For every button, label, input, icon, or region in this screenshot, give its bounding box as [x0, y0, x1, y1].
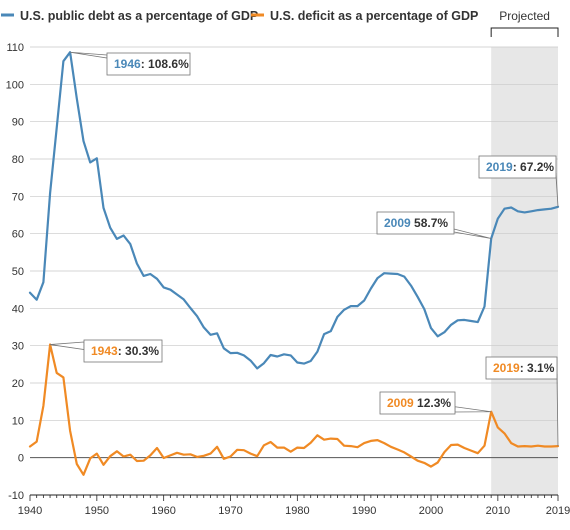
- callout-pointer: [454, 406, 492, 413]
- callout-separator: :: [141, 57, 148, 71]
- y-tick-label: 30: [12, 341, 24, 353]
- callout-label: 2019: 3.1%: [493, 361, 555, 375]
- x-tick-label: 2010: [486, 505, 510, 517]
- x-tick-label: 1990: [352, 505, 376, 517]
- legend-label: U.S. public debt as a percentage of GDP: [20, 9, 258, 23]
- callout: 2009 58.7%: [376, 211, 492, 239]
- x-tick-label: 1940: [18, 505, 42, 517]
- callout-year: 1943: [91, 344, 118, 358]
- y-tick-label: 60: [12, 229, 24, 241]
- callout-label: 2009 58.7%: [384, 216, 448, 230]
- callout-box: [106, 52, 191, 76]
- projected-label: Projected: [499, 9, 550, 23]
- callout-box: [478, 155, 557, 179]
- callout-box: [83, 339, 163, 363]
- callout-label: 2009 12.3%: [387, 396, 451, 410]
- callout-year: 1946: [114, 57, 141, 71]
- deficit-series-line: [28, 343, 560, 476]
- callout: 2019: 67.2%: [478, 155, 559, 207]
- y-tick-label: 50: [12, 266, 24, 278]
- legend: U.S. public debt as a percentage of GDP U…: [1, 9, 478, 23]
- callout-box: [379, 391, 456, 415]
- callout-label: 1946: 108.6%: [114, 57, 189, 71]
- callout-year: 2019: [493, 361, 520, 375]
- y-tick-label: 90: [12, 117, 24, 129]
- x-tick-label: 2019: [546, 505, 570, 517]
- callout-value: 58.7%: [414, 216, 448, 230]
- callout-value: 12.3%: [417, 396, 451, 410]
- debt-series-line: [28, 51, 560, 370]
- callout-year: 2009: [387, 396, 414, 410]
- callout-box: [376, 211, 455, 235]
- x-tick-label: 1970: [218, 505, 242, 517]
- callout: 2019: 3.1%: [485, 356, 559, 447]
- y-tick-label: -10: [8, 490, 24, 502]
- callout-pointer: [70, 51, 108, 59]
- callout-value: 3.1%: [527, 361, 555, 375]
- callout-label: 1943: 30.3%: [91, 344, 159, 358]
- y-tick-label: 10: [12, 415, 24, 427]
- x-tick-label: 2000: [419, 505, 443, 517]
- callout: 1946: 108.6%: [70, 51, 191, 76]
- callout-year: 2019: [486, 160, 513, 174]
- series-lines: [28, 51, 560, 476]
- projected-bracket: [490, 27, 559, 37]
- callout: 2009 12.3%: [379, 391, 492, 415]
- gridlines: [30, 46, 558, 496]
- callout-year: 2009: [384, 216, 411, 230]
- x-tick-label: 1950: [85, 505, 109, 517]
- callouts: 1946: 108.6% 2009 58.7% 2019: 67.2% 1943: 3…: [49, 51, 559, 447]
- callout-label: 2019: 67.2%: [486, 160, 554, 174]
- y-axis: -10 0 10 20 30 40 50 60 70 80 90 100 110: [6, 42, 24, 502]
- projected-header: Projected: [490, 9, 559, 37]
- callout-separator: :: [118, 344, 125, 358]
- x-tick-label: 1980: [285, 505, 309, 517]
- legend-label: U.S. deficit as a percentage of GDP: [270, 9, 478, 23]
- y-tick-label: 0: [18, 453, 24, 465]
- y-tick-label: 100: [6, 79, 24, 91]
- x-tick-label: 1960: [151, 505, 175, 517]
- y-tick-label: 110: [6, 42, 24, 54]
- callout-separator: :: [513, 160, 520, 174]
- callout-box: [485, 356, 558, 380]
- callout-value: 30.3%: [125, 344, 159, 358]
- callout-value: 67.2%: [520, 160, 554, 174]
- x-axis: 1940 1950 1960 1970 1980 1990 2000 2010 2019: [18, 494, 570, 517]
- callout: 1943: 30.3%: [49, 339, 163, 363]
- y-tick-label: 70: [12, 191, 24, 203]
- callout-separator: :: [520, 361, 527, 375]
- y-tick-label: 80: [12, 154, 24, 166]
- y-tick-label: 40: [12, 303, 24, 315]
- callout-value: 108.6%: [148, 57, 189, 71]
- y-tick-label: 20: [12, 378, 24, 390]
